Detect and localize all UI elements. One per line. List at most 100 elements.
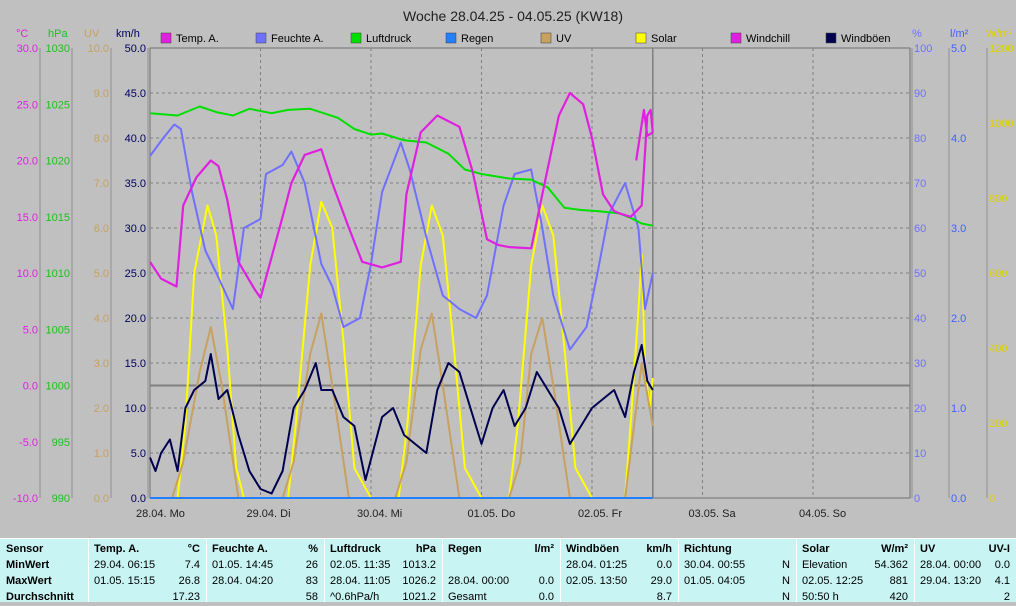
legend-entry: Temp. A. xyxy=(160,32,219,45)
tick-label-solar: 800 xyxy=(989,193,1007,205)
chart-title: Woche 28.04.25 - 04.05.25 (KW18) xyxy=(403,8,623,24)
stats-column: Feuchte A.% 01.05. 14:45 26 28.04. 04:20 83 5… xyxy=(206,539,325,603)
tick-label-temp: 20.0 xyxy=(17,156,38,168)
tick-label-kmh: 15.0 xyxy=(125,358,146,370)
tick-label-kmh: 10.0 xyxy=(125,403,146,415)
stats-value: 54.362 xyxy=(874,559,908,571)
stats-value: 17.23 xyxy=(172,591,200,603)
stats-value: 8.7 xyxy=(656,591,672,603)
tick-label-kmh: 5.0 xyxy=(131,448,146,460)
series-line-feuchte-a- xyxy=(149,123,654,351)
stats-column: Luftdruck hPa 02.05. 11:35 1013.2 28.04. 11:… xyxy=(324,539,443,603)
legend-label: Temp. A. xyxy=(176,33,219,45)
legend-entry: Windböen xyxy=(825,32,891,45)
tick-label-kmh: 45.0 xyxy=(125,88,146,100)
tick-label-rain: 0.0 xyxy=(951,493,966,505)
legend-label: Regen xyxy=(461,33,493,45)
legend-entry: Regen xyxy=(445,32,493,45)
legend-swatch xyxy=(540,32,552,44)
weather-chart: Woche 28.04.25 - 04.05.25 (KW18) °C 30.0 2… xyxy=(13,8,1014,520)
legend-swatch xyxy=(255,32,267,44)
stats-header: Sensor xyxy=(6,543,44,555)
tick-label-uv: 3.0 xyxy=(94,358,109,370)
stats-value: 0.0 xyxy=(538,575,554,587)
tick-label-uv: 7.0 xyxy=(94,178,109,190)
tick-label-uv: 0.0 xyxy=(94,493,109,505)
legend-entry: Windchill xyxy=(730,32,790,45)
tick-label-kmh: 40.0 xyxy=(125,133,146,145)
series-line-windb-en xyxy=(149,344,654,495)
tick-label-uv: 6.0 xyxy=(94,223,109,235)
tick-label-rain: 2.0 xyxy=(951,313,966,325)
axis-unit-hpa: hPa xyxy=(48,28,68,40)
stats-time: 01.05. 14:45 xyxy=(212,559,274,571)
tick-label-pct: 60 xyxy=(914,223,926,235)
series-line-temp-a- xyxy=(149,91,654,299)
x-tick-label: 01.05. Do xyxy=(468,508,516,520)
legend-label: UV xyxy=(556,33,572,45)
tick-label-hpa: 1015 xyxy=(46,212,70,224)
stats-value: 83 xyxy=(305,575,318,587)
legend-swatch xyxy=(445,32,457,44)
tick-label-pct: 40 xyxy=(914,313,926,325)
stats-column: Windböen km/h 28.04. 01:25 0.0 02.05. 13:50 2… xyxy=(560,539,679,603)
stats-time: Gesamt xyxy=(448,591,487,603)
stats-value: 1026.2 xyxy=(402,575,436,587)
stats-header: Regen xyxy=(448,543,482,555)
legend-swatch xyxy=(635,32,647,44)
tick-label-pct: 80 xyxy=(914,133,926,145)
tick-label-temp: -10.0 xyxy=(13,493,38,505)
stats-column: Temp. A. °C 29.04. 06:15 7.4 01.05. 15:15 26.… xyxy=(88,539,207,603)
stats-time: Elevation xyxy=(802,559,848,571)
stats-value: N xyxy=(782,559,790,571)
series-line-windchill xyxy=(635,108,654,161)
tick-label-uv: 10.0 xyxy=(88,43,109,55)
stats-column: Richtung 30.04. 00:55 N 01.05. 04:05 N N xyxy=(678,539,797,603)
stats-value: 29.0 xyxy=(650,575,672,587)
stats-row-label: MinWert xyxy=(6,559,50,571)
legend-swatch xyxy=(160,32,172,44)
tick-label-uv: 4.0 xyxy=(94,313,109,325)
tick-label-uv: 9.0 xyxy=(94,88,109,100)
stats-header: Richtung xyxy=(684,543,732,555)
stats-value: N xyxy=(782,591,790,603)
tick-label-hpa: 1000 xyxy=(46,381,70,393)
x-tick-label: 30.04. Mi xyxy=(357,508,402,520)
x-tick-label: 04.05. So xyxy=(799,508,846,520)
tick-label-kmh: 20.0 xyxy=(125,313,146,325)
stats-value: 2 xyxy=(1003,591,1010,603)
tick-label-temp: 25.0 xyxy=(17,99,38,111)
tick-label-solar: 0 xyxy=(989,493,995,505)
stats-unit: % xyxy=(308,543,318,555)
legend-label: Windchill xyxy=(746,33,790,45)
tick-label-pct: 90 xyxy=(914,88,926,100)
statistics-panel: Sensor MinWert MaxWert Durchschnitt Temp. A.… xyxy=(0,538,1016,603)
axis-unit-kmh: km/h xyxy=(116,28,140,40)
stats-value: 1013.2 xyxy=(402,559,436,571)
stats-row-label: Durchschnitt xyxy=(6,591,74,603)
stats-column: Sensor MinWert MaxWert Durchschnitt xyxy=(0,539,89,603)
stats-unit: °C xyxy=(187,543,200,555)
stats-header: Temp. A. xyxy=(94,543,140,555)
stats-time: 29.04. 13:20 xyxy=(920,575,982,587)
stats-header: Feuchte A. xyxy=(212,543,268,555)
stats-value: 420 xyxy=(889,591,908,603)
stats-time: 28.04. 11:05 xyxy=(330,575,391,587)
tick-label-solar: 1200 xyxy=(989,43,1013,55)
stats-time: 28.04. 00:00 xyxy=(920,559,982,571)
stats-header: Luftdruck xyxy=(330,543,381,555)
legend-entry: UV xyxy=(540,32,572,45)
stats-row-label: MaxWert xyxy=(6,575,52,587)
tick-label-temp: 0.0 xyxy=(23,381,38,393)
stats-unit: l/m² xyxy=(534,543,554,555)
stats-column: UV UV-I 28.04. 00:00 0.0 29.04. 13:20 4.1 2 xyxy=(914,539,1016,603)
tick-label-hpa: 1025 xyxy=(46,99,70,111)
tick-label-pct: 30 xyxy=(914,358,926,370)
stats-value: 0.0 xyxy=(538,591,554,603)
axis-unit-rain: l/m² xyxy=(950,28,969,40)
tick-label-temp: 15.0 xyxy=(17,212,38,224)
tick-label-uv: 1.0 xyxy=(94,448,109,460)
series-line-uv xyxy=(150,312,654,499)
stats-time: ^0.6hPa/h xyxy=(330,591,380,603)
tick-label-hpa: 1010 xyxy=(46,268,70,280)
